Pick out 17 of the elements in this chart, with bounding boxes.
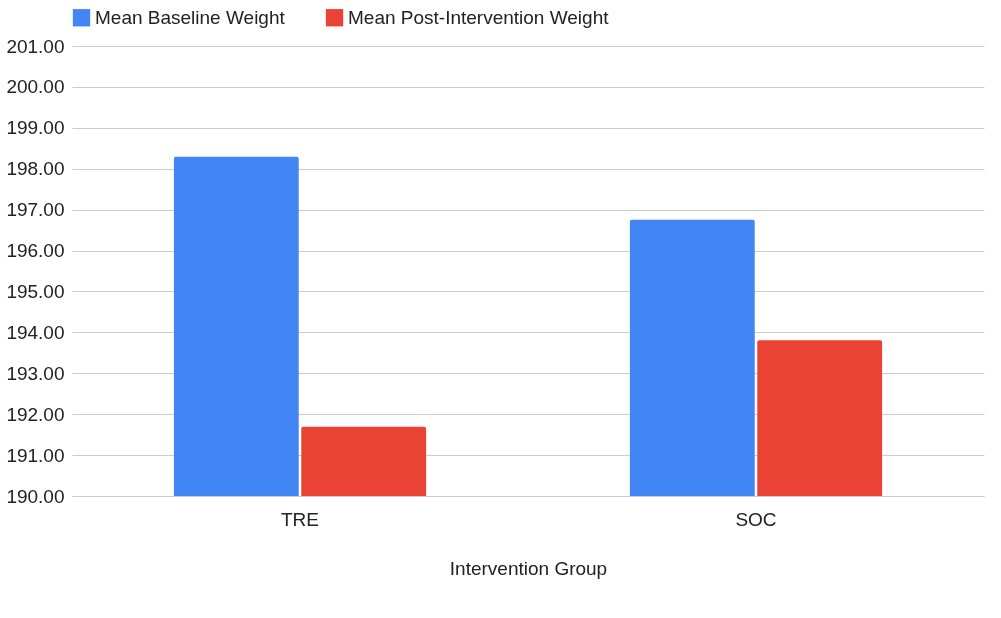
y-tick-label: 193.00: [6, 362, 65, 384]
y-tick-label: 197.00: [6, 199, 65, 221]
x-tick-label: TRE: [281, 508, 319, 530]
y-tick-label: 200.00: [6, 76, 65, 98]
legend-label: Mean Baseline Weight: [95, 6, 286, 28]
y-tick-label: 196.00: [6, 240, 65, 262]
y-tick-label: 194.00: [6, 321, 65, 343]
x-tick-label: SOC: [735, 508, 777, 530]
y-tick-label: 191.00: [6, 444, 65, 466]
y-tick-label: 195.00: [6, 280, 65, 302]
y-tick-label: 190.00: [6, 485, 65, 507]
x-axis-title: Intervention Group: [449, 557, 608, 579]
legend-label: Mean Post-Intervention Weight: [348, 6, 610, 28]
y-tick-label: 201.00: [6, 35, 65, 57]
y-tick-label: 199.00: [6, 117, 65, 139]
y-tick-label: 198.00: [6, 158, 65, 180]
y-tick-label: 192.00: [6, 403, 65, 425]
